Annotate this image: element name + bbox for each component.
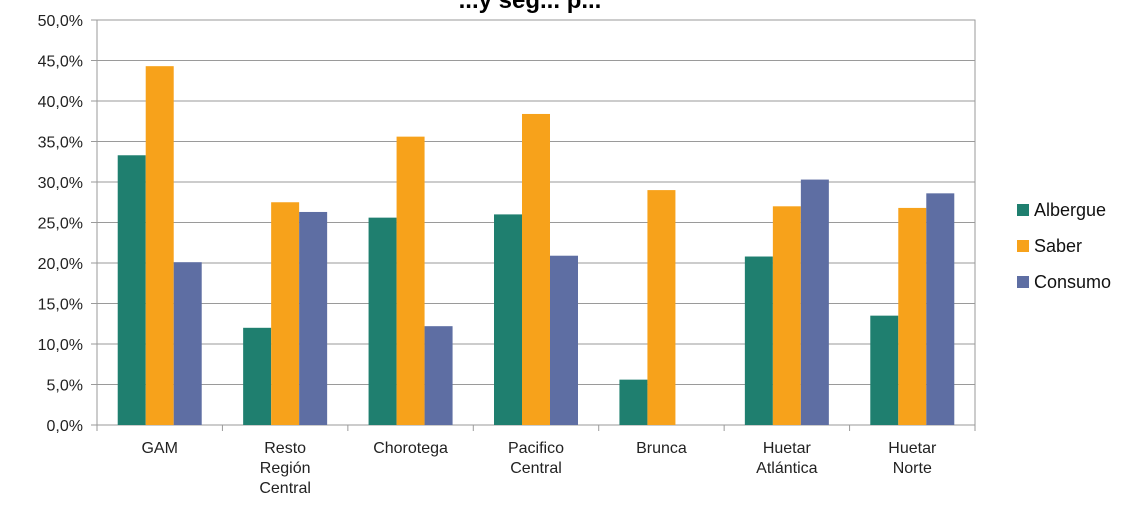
chart-title: ...y seg... p... xyxy=(459,0,602,14)
bar-saber xyxy=(522,113,550,426)
y-tick-label: 30,0% xyxy=(38,175,83,192)
y-tick-label: 35,0% xyxy=(38,135,83,152)
bar-consumo xyxy=(550,255,578,425)
x-tick-label: Pacifico Central xyxy=(508,440,564,477)
bar-saber xyxy=(772,206,801,425)
bar-saber xyxy=(396,136,425,425)
bar-saber xyxy=(647,190,676,425)
legend-label: Albergue xyxy=(1034,200,1106,220)
x-tick-label: Huetar Atlántica xyxy=(756,440,817,477)
x-tick-label: Huetar Norte xyxy=(888,440,937,477)
x-tick-label: Chorotega xyxy=(373,440,448,457)
bar-consumo xyxy=(424,326,453,425)
y-tick-label: 45,0% xyxy=(38,54,83,71)
bar-albergue xyxy=(494,214,522,425)
bar-albergue xyxy=(744,256,773,425)
x-tick-label: GAM xyxy=(141,440,177,457)
y-tick-label: 20,0% xyxy=(38,256,83,273)
legend-swatch xyxy=(1017,276,1029,288)
y-tick-label: 40,0% xyxy=(38,94,83,111)
x-tick-label: Brunca xyxy=(636,440,687,457)
bar-consumo xyxy=(926,193,955,425)
bar-albergue xyxy=(117,155,146,425)
legend-label: Consumo xyxy=(1034,272,1111,292)
bar-saber xyxy=(271,202,300,425)
bar-consumo xyxy=(299,211,328,425)
bar-albergue xyxy=(619,379,648,425)
legend-label: Saber xyxy=(1034,236,1082,256)
bar-albergue xyxy=(870,315,899,425)
y-tick-label: 50,0% xyxy=(38,13,83,30)
y-tick-label: 5,0% xyxy=(47,378,83,395)
bar-consumo xyxy=(800,179,829,425)
y-tick-label: 25,0% xyxy=(38,216,83,233)
bar-consumo xyxy=(173,262,202,425)
legend-swatch xyxy=(1017,240,1029,252)
bar-albergue xyxy=(368,217,397,425)
x-tick-label: Resto Región Central xyxy=(259,440,311,497)
bar-saber xyxy=(145,66,174,426)
bar-albergue xyxy=(243,327,272,425)
bar-saber xyxy=(898,207,927,425)
y-tick-label: 0,0% xyxy=(47,418,83,435)
legend-swatch xyxy=(1017,204,1029,216)
y-tick-label: 10,0% xyxy=(38,337,83,354)
y-tick-label: 15,0% xyxy=(38,297,83,314)
